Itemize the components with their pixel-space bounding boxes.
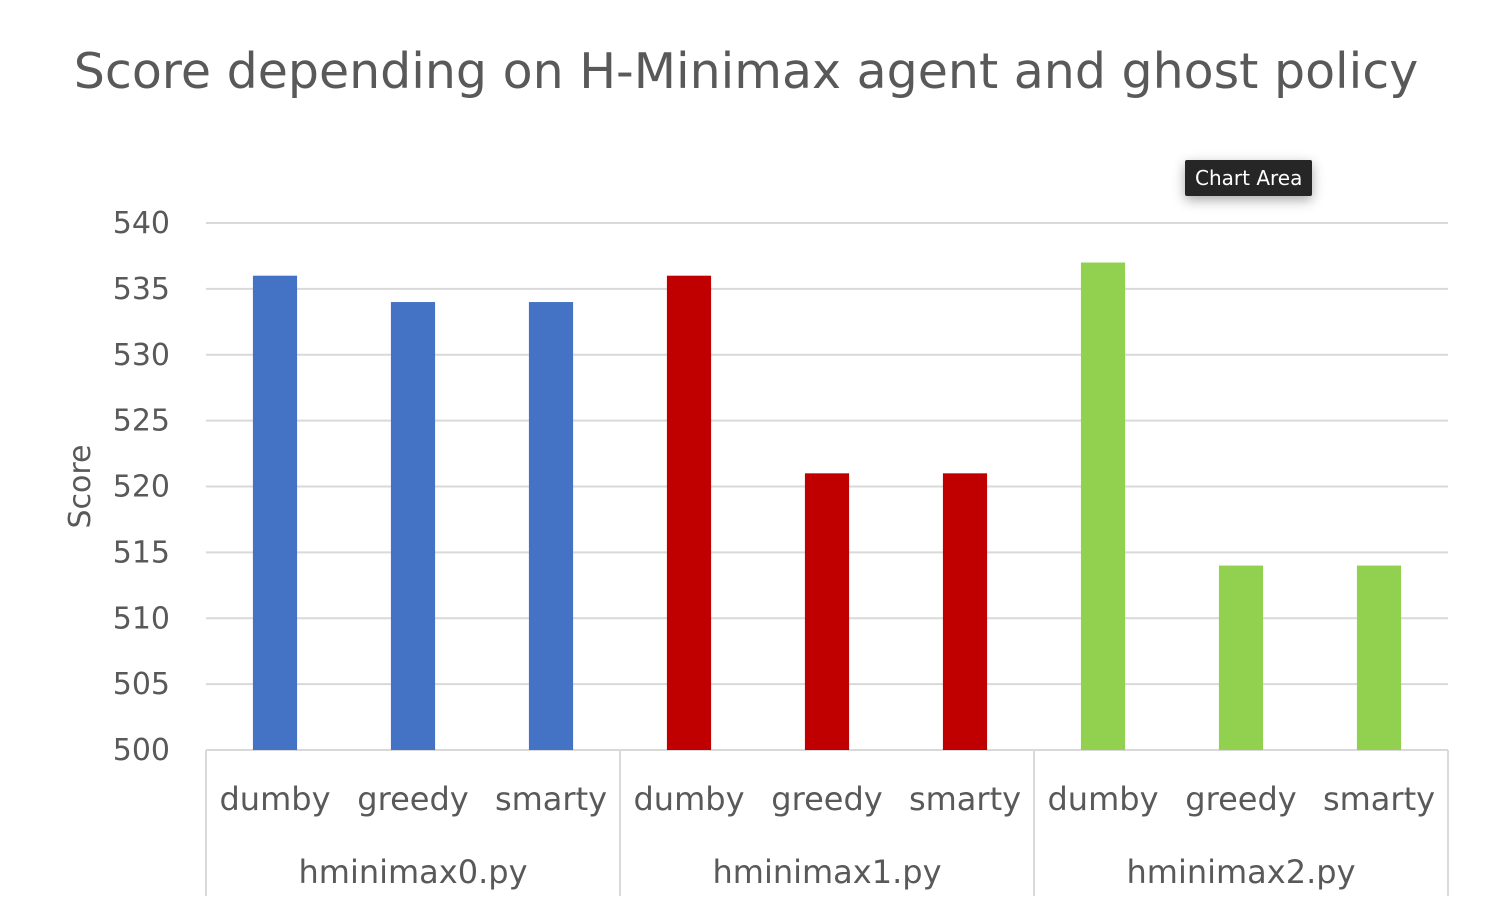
y-tick-label: 540 bbox=[113, 206, 170, 241]
y-tick-label: 500 bbox=[113, 733, 170, 768]
category-label: smarty bbox=[495, 780, 607, 818]
bar-hminimax0py-greedy bbox=[390, 302, 436, 750]
chart-title: Score depending on H-Minimax agent and g… bbox=[73, 43, 1419, 100]
category-label: greedy bbox=[1185, 780, 1296, 818]
group-label: hminimax2.py bbox=[1126, 853, 1355, 891]
bar-hminimax1py-smarty bbox=[942, 473, 988, 750]
category-label: dumby bbox=[1047, 780, 1158, 818]
bar-hminimax1py-greedy bbox=[804, 473, 850, 750]
category-label: smarty bbox=[1323, 780, 1435, 818]
y-tick-label: 525 bbox=[113, 404, 170, 439]
bar-hminimax0py-smarty bbox=[528, 302, 574, 750]
bar-hminimax2py-greedy bbox=[1218, 565, 1264, 750]
group-label: hminimax1.py bbox=[712, 853, 941, 891]
y-tick-label: 535 bbox=[113, 272, 170, 307]
category-label: smarty bbox=[909, 780, 1021, 818]
bar-hminimax1py-dumby bbox=[666, 275, 712, 750]
group-label: hminimax0.py bbox=[298, 853, 527, 891]
category-label: dumby bbox=[633, 780, 744, 818]
bar-hminimax2py-smarty bbox=[1356, 565, 1402, 750]
category-label: dumby bbox=[219, 780, 330, 818]
category-label: greedy bbox=[771, 780, 882, 818]
category-label: greedy bbox=[357, 780, 468, 818]
y-tick-label: 505 bbox=[113, 667, 170, 702]
chart-area-tooltip: Chart Area bbox=[1185, 160, 1313, 196]
y-axis-label: Score bbox=[63, 444, 98, 528]
bar-hminimax2py-dumby bbox=[1080, 262, 1126, 750]
y-tick-label: 530 bbox=[113, 338, 170, 373]
y-tick-label: 515 bbox=[113, 535, 170, 570]
y-tick-label: 510 bbox=[113, 601, 170, 636]
y-tick-label: 520 bbox=[113, 470, 170, 505]
bar-hminimax0py-dumby bbox=[252, 275, 298, 750]
